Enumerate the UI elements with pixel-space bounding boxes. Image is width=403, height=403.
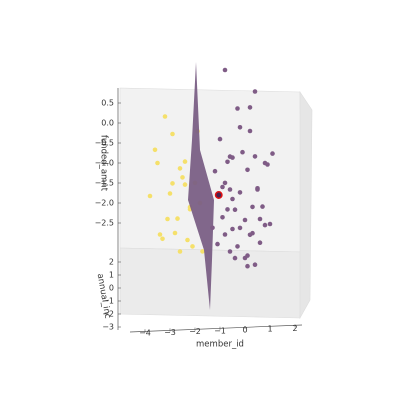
x-tick-label: 1 — [267, 325, 272, 334]
point — [230, 226, 235, 232]
y-tick-label: 0 — [109, 284, 114, 293]
highlight-point — [214, 191, 223, 199]
point — [170, 131, 175, 137]
point — [222, 180, 228, 186]
point — [172, 230, 178, 236]
point — [182, 182, 188, 187]
z-tick-label: −1.0 — [95, 159, 114, 168]
point — [260, 204, 265, 209]
point — [270, 151, 275, 156]
point — [147, 193, 153, 199]
point — [250, 230, 255, 236]
x-tick-label: 0 — [242, 326, 247, 335]
point — [220, 215, 225, 220]
point — [250, 204, 255, 210]
z-tick-label: −0.5 — [95, 139, 114, 148]
point — [225, 207, 230, 212]
point — [157, 232, 163, 237]
point — [242, 255, 248, 261]
point — [165, 216, 170, 222]
point — [265, 162, 270, 167]
side-pane — [299, 91, 313, 320]
point — [237, 225, 243, 231]
point — [200, 249, 205, 254]
x-tick-label: −1 — [214, 326, 226, 335]
point — [235, 106, 240, 111]
x-axis-line — [129, 324, 303, 333]
point — [242, 217, 248, 223]
decision-plane — [188, 62, 214, 310]
point — [190, 244, 195, 249]
point — [255, 186, 260, 191]
point — [185, 237, 190, 243]
point — [247, 128, 253, 134]
point — [227, 154, 233, 159]
point — [262, 222, 268, 228]
point — [220, 184, 225, 190]
point — [247, 105, 253, 110]
point — [155, 160, 160, 166]
point — [217, 136, 223, 142]
point — [222, 232, 228, 237]
point — [232, 207, 238, 212]
point — [160, 236, 165, 242]
z-tick-label: 0.5 — [101, 99, 114, 108]
point — [227, 249, 233, 254]
point — [210, 225, 215, 231]
point — [237, 190, 243, 195]
point — [167, 191, 173, 196]
y-tick-label: 2 — [109, 258, 114, 267]
point — [180, 175, 185, 180]
point — [257, 216, 263, 222]
point — [225, 159, 230, 165]
point — [252, 262, 258, 268]
x-axis-label: member_id — [196, 340, 244, 350]
point — [152, 147, 158, 153]
point — [235, 244, 240, 249]
points-back — [147, 114, 205, 254]
z-tick-label: −2.0 — [95, 199, 114, 208]
point — [170, 181, 175, 186]
point — [257, 240, 263, 245]
x-tick-label: −3 — [164, 328, 176, 337]
point — [162, 114, 168, 119]
point — [252, 89, 258, 94]
point — [230, 196, 235, 202]
point — [245, 167, 250, 173]
x-tick-label: −2 — [189, 327, 201, 336]
z-tick-label: −2.5 — [95, 219, 114, 228]
point — [237, 125, 243, 130]
y-tick-label: −2 — [102, 310, 114, 319]
point — [245, 263, 250, 269]
y-tick-label: −1 — [102, 297, 114, 306]
points — [210, 67, 275, 269]
z-tick-label: −1.5 — [95, 179, 114, 188]
point — [232, 255, 238, 261]
point — [215, 241, 220, 247]
point — [177, 249, 183, 254]
panes — [117, 87, 313, 333]
point — [177, 166, 183, 171]
x-tick-label: 2 — [292, 324, 297, 333]
point — [240, 149, 245, 155]
y-tick-label: 1 — [109, 271, 114, 280]
z-tick-label: 0.0 — [101, 119, 114, 128]
point — [175, 216, 180, 221]
point — [222, 67, 228, 73]
point — [227, 187, 233, 192]
x-tick-label: −4 — [139, 329, 151, 338]
y-tick-label: −3 — [102, 323, 114, 332]
z-axis-label: funded_amnt — [99, 135, 109, 192]
point — [212, 168, 218, 174]
point — [182, 159, 188, 164]
point — [252, 154, 258, 159]
point — [267, 221, 273, 227]
